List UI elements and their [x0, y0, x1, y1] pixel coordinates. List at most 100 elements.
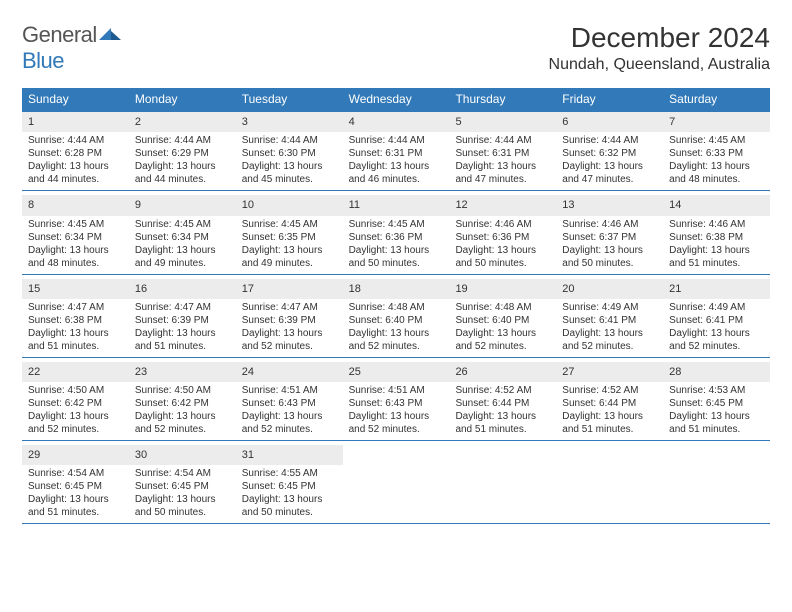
day-body: Sunrise: 4:46 AMSunset: 6:36 PMDaylight:… [452, 218, 553, 270]
week-row: 1Sunrise: 4:44 AMSunset: 6:28 PMDaylight… [22, 111, 770, 191]
daylight-text: Daylight: 13 hours [349, 410, 445, 423]
sunrise-text: Sunrise: 4:50 AM [135, 384, 231, 397]
day-number: 10 [236, 195, 343, 215]
day-body: Sunrise: 4:51 AMSunset: 6:43 PMDaylight:… [239, 384, 340, 436]
day-cell: 2Sunrise: 4:44 AMSunset: 6:29 PMDaylight… [129, 112, 236, 190]
day-body: Sunrise: 4:52 AMSunset: 6:44 PMDaylight:… [452, 384, 553, 436]
sunset-text: Sunset: 6:40 PM [455, 314, 551, 327]
daylight-text: Daylight: 13 hours [242, 493, 338, 506]
sunset-text: Sunset: 6:45 PM [669, 397, 765, 410]
daylight-text: Daylight: 13 hours [135, 244, 231, 257]
week-row: 22Sunrise: 4:50 AMSunset: 6:42 PMDayligh… [22, 362, 770, 441]
sunset-text: Sunset: 6:42 PM [135, 397, 231, 410]
day-number: 21 [663, 279, 770, 299]
day-cell: 1Sunrise: 4:44 AMSunset: 6:28 PMDaylight… [22, 112, 129, 190]
day-body: Sunrise: 4:44 AMSunset: 6:31 PMDaylight:… [452, 134, 553, 186]
sunrise-text: Sunrise: 4:46 AM [669, 218, 765, 231]
day-number: 25 [343, 362, 450, 382]
day-number: 27 [556, 362, 663, 382]
sunrise-text: Sunrise: 4:44 AM [135, 134, 231, 147]
day-cell: 15Sunrise: 4:47 AMSunset: 6:38 PMDayligh… [22, 279, 129, 357]
day-cell: 21Sunrise: 4:49 AMSunset: 6:41 PMDayligh… [663, 279, 770, 357]
sunrise-text: Sunrise: 4:48 AM [455, 301, 551, 314]
day-cell [556, 445, 663, 523]
daylight-text: Daylight: 13 hours [135, 410, 231, 423]
day-body: Sunrise: 4:54 AMSunset: 6:45 PMDaylight:… [25, 467, 126, 519]
day-number: 13 [556, 195, 663, 215]
sunrise-text: Sunrise: 4:46 AM [455, 218, 551, 231]
daylight-text: Daylight: 13 hours [242, 244, 338, 257]
day-cell: 25Sunrise: 4:51 AMSunset: 6:43 PMDayligh… [343, 362, 450, 440]
daylight-text: and 47 minutes. [455, 173, 551, 186]
sunset-text: Sunset: 6:29 PM [135, 147, 231, 160]
sunset-text: Sunset: 6:34 PM [28, 231, 124, 244]
weekday-header: Monday [129, 88, 236, 111]
day-cell: 20Sunrise: 4:49 AMSunset: 6:41 PMDayligh… [556, 279, 663, 357]
day-cell: 5Sunrise: 4:44 AMSunset: 6:31 PMDaylight… [449, 112, 556, 190]
daylight-text: and 50 minutes. [562, 257, 658, 270]
daylight-text: and 51 minutes. [669, 423, 765, 436]
sunset-text: Sunset: 6:39 PM [135, 314, 231, 327]
day-cell: 18Sunrise: 4:48 AMSunset: 6:40 PMDayligh… [343, 279, 450, 357]
sunrise-text: Sunrise: 4:44 AM [455, 134, 551, 147]
day-body: Sunrise: 4:44 AMSunset: 6:28 PMDaylight:… [25, 134, 126, 186]
sunset-text: Sunset: 6:44 PM [562, 397, 658, 410]
weekday-header: Tuesday [236, 88, 343, 111]
sunset-text: Sunset: 6:31 PM [349, 147, 445, 160]
sunset-text: Sunset: 6:36 PM [455, 231, 551, 244]
day-number: 31 [236, 445, 343, 465]
calendar-weeks: 1Sunrise: 4:44 AMSunset: 6:28 PMDaylight… [22, 111, 770, 524]
daylight-text: and 50 minutes. [349, 257, 445, 270]
page-title: December 2024 [549, 22, 770, 54]
day-cell [343, 445, 450, 523]
day-body: Sunrise: 4:46 AMSunset: 6:38 PMDaylight:… [666, 218, 767, 270]
day-cell: 9Sunrise: 4:45 AMSunset: 6:34 PMDaylight… [129, 195, 236, 273]
sunrise-text: Sunrise: 4:45 AM [349, 218, 445, 231]
day-number: 3 [236, 112, 343, 132]
daylight-text: and 51 minutes. [28, 506, 124, 519]
day-number: 7 [663, 112, 770, 132]
sunset-text: Sunset: 6:36 PM [349, 231, 445, 244]
daylight-text: Daylight: 13 hours [455, 327, 551, 340]
sunrise-text: Sunrise: 4:47 AM [28, 301, 124, 314]
sunrise-text: Sunrise: 4:46 AM [562, 218, 658, 231]
daylight-text: and 52 minutes. [135, 423, 231, 436]
logo: GeneralBlue [22, 22, 123, 74]
daylight-text: and 51 minutes. [562, 423, 658, 436]
logo-word2: Blue [22, 48, 64, 73]
daylight-text: Daylight: 13 hours [28, 244, 124, 257]
day-cell: 28Sunrise: 4:53 AMSunset: 6:45 PMDayligh… [663, 362, 770, 440]
title-block: December 2024 Nundah, Queensland, Austra… [549, 22, 770, 74]
day-body: Sunrise: 4:44 AMSunset: 6:31 PMDaylight:… [346, 134, 447, 186]
daylight-text: and 50 minutes. [455, 257, 551, 270]
day-cell: 10 Sunrise: 4:45 AMSunset: 6:35 PMDayligh… [236, 195, 343, 273]
sunrise-text: Sunrise: 4:53 AM [669, 384, 765, 397]
daylight-text: Daylight: 13 hours [669, 244, 765, 257]
daylight-text: and 48 minutes. [669, 173, 765, 186]
day-body: Sunrise: 4:47 AMSunset: 6:39 PMDaylight:… [132, 301, 233, 353]
daylight-text: Daylight: 13 hours [242, 327, 338, 340]
sunrise-text: Sunrise: 4:45 AM [242, 218, 338, 231]
sunset-text: Sunset: 6:30 PM [242, 147, 338, 160]
day-body: Sunrise: 4:45 AMSunset: 6:33 PMDaylight:… [666, 134, 767, 186]
daylight-text: and 52 minutes. [242, 423, 338, 436]
daylight-text: and 51 minutes. [455, 423, 551, 436]
weekday-header: Sunday [22, 88, 129, 111]
daylight-text: and 52 minutes. [242, 340, 338, 353]
sunset-text: Sunset: 6:35 PM [242, 231, 338, 244]
day-body: Sunrise: 4:45 AMSunset: 6:36 PMDaylight:… [346, 218, 447, 270]
day-number: 19 [449, 279, 556, 299]
daylight-text: and 52 minutes. [349, 340, 445, 353]
sunset-text: Sunset: 6:44 PM [455, 397, 551, 410]
logo-word1: General [22, 22, 97, 47]
daylight-text: and 50 minutes. [242, 506, 338, 519]
day-cell: 14Sunrise: 4:46 AMSunset: 6:38 PMDayligh… [663, 195, 770, 273]
sunset-text: Sunset: 6:41 PM [562, 314, 658, 327]
weekday-row: SundayMondayTuesdayWednesdayThursdayFrid… [22, 88, 770, 111]
day-cell: 11Sunrise: 4:45 AMSunset: 6:36 PMDayligh… [343, 195, 450, 273]
day-body: Sunrise: 4:46 AMSunset: 6:37 PMDaylight:… [559, 218, 660, 270]
day-body: Sunrise: 4:54 AMSunset: 6:45 PMDaylight:… [132, 467, 233, 519]
sunrise-text: Sunrise: 4:44 AM [349, 134, 445, 147]
daylight-text: Daylight: 13 hours [135, 327, 231, 340]
daylight-text: and 52 minutes. [349, 423, 445, 436]
